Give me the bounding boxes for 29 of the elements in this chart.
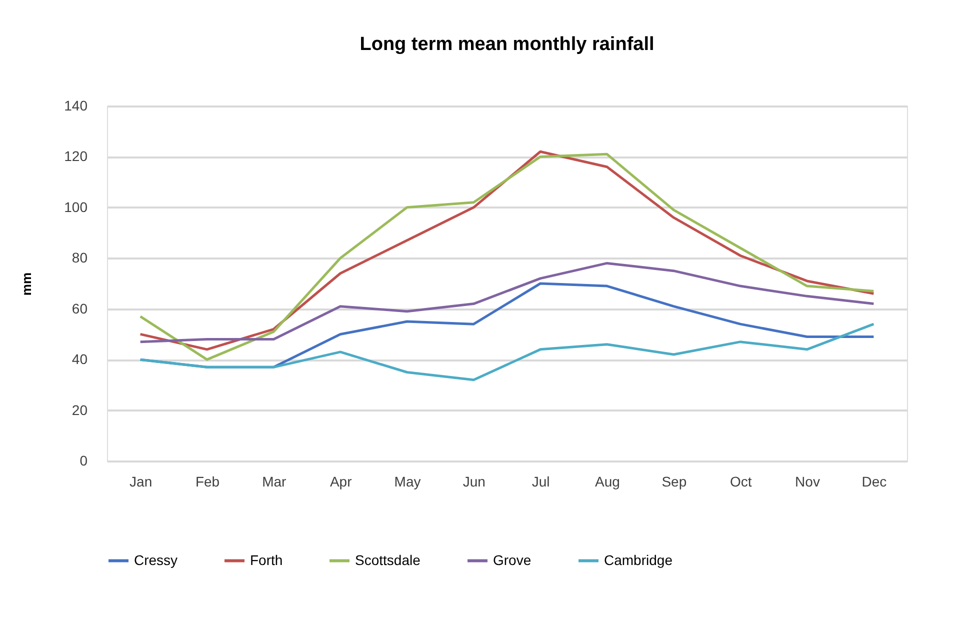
- x-tick-label: Dec: [862, 474, 887, 490]
- line-series: [139, 262, 875, 344]
- y-tick-label: 140: [64, 98, 88, 114]
- legend-label: Scottsdale: [355, 552, 421, 568]
- legend-label: Forth: [250, 552, 283, 568]
- y-tick-label: 100: [64, 198, 88, 215]
- y-tick-label: 120: [64, 148, 88, 164]
- chart-title: Long term mean monthly rainfall: [360, 34, 654, 55]
- x-tick-label: Mar: [262, 474, 287, 490]
- y-axis-title: mm: [19, 272, 34, 296]
- x-tick-label: Apr: [330, 474, 352, 490]
- y-tick-label: 0: [80, 452, 88, 468]
- legend-label: Grove: [493, 552, 532, 568]
- legend-label: Cambridge: [604, 552, 673, 568]
- x-tick-label: Feb: [195, 474, 220, 490]
- y-tick-label: 20: [72, 402, 88, 418]
- y-tick-label: 60: [72, 300, 88, 316]
- y-tick-label: 80: [72, 250, 88, 266]
- x-tick-label: Sep: [662, 474, 687, 490]
- x-tick-label: Jun: [462, 474, 486, 490]
- legend-label: Cressy: [134, 552, 178, 568]
- x-tick-label: May: [394, 474, 421, 490]
- x-tick-label: Jan: [130, 474, 152, 490]
- x-tick-label: Nov: [795, 474, 820, 490]
- x-tick-label: Oct: [730, 474, 752, 490]
- line-series: [139, 322, 875, 382]
- y-tick-label: 40: [72, 351, 88, 368]
- x-tick-label: Jul: [532, 474, 550, 490]
- x-tick-label: Aug: [595, 474, 620, 490]
